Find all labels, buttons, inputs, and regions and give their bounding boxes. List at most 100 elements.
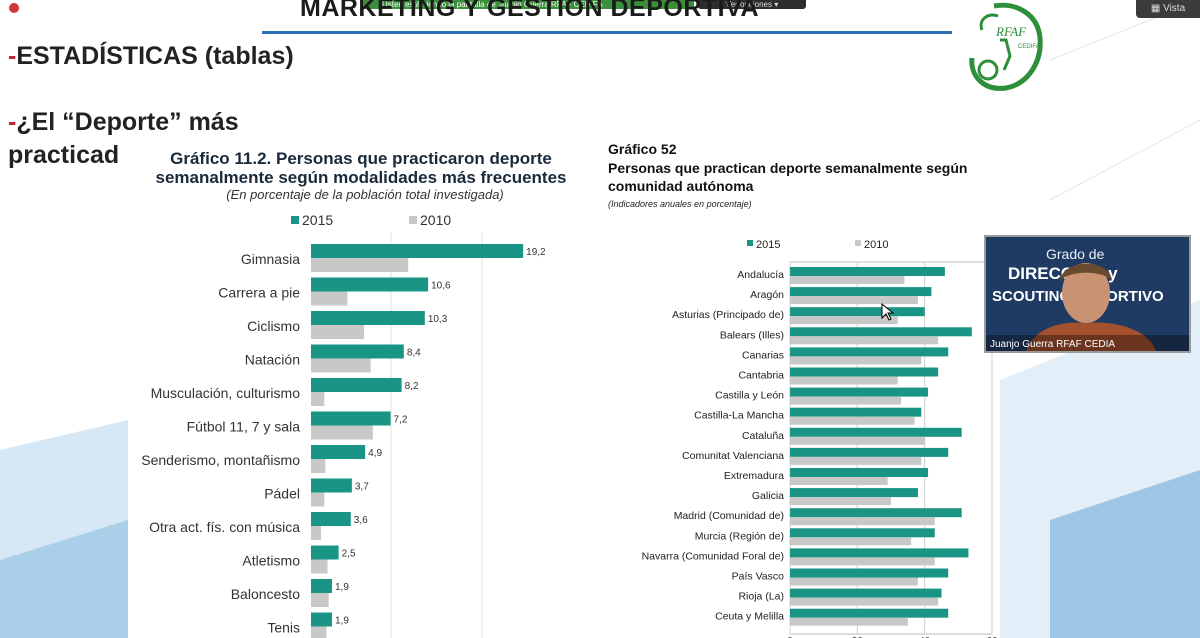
recording-indicator: [9, 3, 19, 13]
right-category-label: Galicia: [752, 490, 784, 502]
left-category-label: Pádel: [264, 486, 300, 502]
bullet-question-text: ¿El “Deporte” más: [16, 108, 239, 136]
left-bar-2015: [311, 512, 351, 526]
right-category-label: Madrid (Comunidad de): [674, 510, 784, 522]
screen-share-text: Usted está viendo la pantalla de Juanjo …: [382, 0, 603, 9]
left-bar-2015: [311, 579, 332, 593]
left-value-label: 19,2: [526, 247, 546, 258]
left-chart-title-line2: semanalmente según modalidades más frecu…: [156, 168, 567, 187]
left-category-label: Fútbol 11, 7 y sala: [187, 419, 301, 435]
right-category-label: Ceuta y Melilla: [715, 611, 784, 623]
right-bar-2015: [790, 427, 962, 437]
left-value-label: 3,7: [355, 482, 369, 493]
right-chart-title-line3: comunidad autónoma: [608, 178, 754, 194]
right-category-label: Castilla y León: [715, 390, 784, 402]
left-bar-2010: [311, 358, 371, 373]
right-bar-2015: [790, 568, 949, 578]
bullet-question-line2: practicad: [8, 141, 120, 169]
right-bar-2010: [790, 557, 935, 566]
right-bar-2015: [790, 267, 945, 276]
video-bg-text-line1: Grado de: [1046, 246, 1105, 262]
left-bar-2010: [311, 492, 325, 507]
left-category-label: Baloncesto: [231, 586, 300, 602]
right-bar-2010: [790, 597, 939, 606]
left-legend-swatch-2015: [291, 216, 299, 224]
right-bar-2015: [790, 588, 942, 598]
left-legend-label-2015: 2015: [302, 212, 333, 228]
left-bar-2010: [311, 559, 328, 574]
right-bar-2010: [790, 456, 922, 465]
view-mode-button[interactable]: ▦ Vista: [1136, 0, 1200, 18]
right-category-label: Castilla-La Mancha: [694, 410, 784, 422]
left-bar-2010: [311, 325, 365, 339]
right-bar-2015: [790, 548, 969, 558]
bullet-statistics-text: ESTADÍSTICAS (tablas): [16, 42, 294, 70]
right-category-label: Comunitat Valenciana: [682, 450, 784, 462]
left-bar-2010: [311, 425, 373, 440]
left-bar-2010: [311, 258, 409, 272]
participant-face: [1062, 263, 1110, 323]
right-tick-label: 0: [787, 636, 793, 638]
right-category-label: Navarra (Comunidad Foral de): [642, 550, 784, 562]
right-bar-2015: [790, 327, 972, 337]
right-bar-2015: [790, 347, 949, 357]
left-bar-2010: [311, 593, 329, 607]
right-bar-2015: [790, 287, 932, 297]
right-bar-2015: [790, 528, 935, 538]
left-chart-subtitle: (En porcentaje de la población total inv…: [226, 187, 504, 202]
left-bar-2010: [311, 459, 326, 473]
left-value-label: 10,3: [428, 314, 448, 325]
right-bar-2010: [790, 296, 918, 305]
right-category-label: Cantabria: [738, 370, 784, 382]
chart-sports-by-modality: Gráfico 11.2. Personas que practicaron d…: [128, 140, 600, 638]
right-tick-label: 20: [852, 636, 864, 638]
participant-shirt: [1026, 322, 1156, 351]
right-legend-label-2010: 2010: [864, 239, 888, 251]
right-category-label: Extremadura: [724, 470, 784, 482]
right-category-label: País Vasco: [732, 571, 784, 583]
right-bar-2015: [790, 387, 929, 397]
left-value-label: 7,2: [394, 415, 408, 426]
left-value-label: 2,5: [342, 549, 356, 560]
left-category-label: Tenis: [267, 620, 300, 636]
right-category-label: Andalucía: [737, 269, 784, 281]
right-bar-2010: [790, 577, 918, 586]
right-bar-2015: [790, 307, 925, 317]
left-legend-swatch-2010: [409, 216, 417, 224]
right-bar-2010: [790, 477, 888, 485]
right-legend-swatch-2015: [747, 240, 753, 246]
participant-video-feed: Grado de DIRECCIÓN y SCOUTING DEPORTIVO …: [986, 237, 1189, 351]
left-chart-title-line1: Gráfico 11.2. Personas que practicaron d…: [170, 149, 552, 168]
bullet-statistics: -ESTADÍSTICAS (tablas): [8, 42, 294, 70]
left-bar-2015: [311, 344, 404, 359]
view-mode-label: Vista: [1163, 3, 1186, 14]
left-value-label: 3,6: [354, 515, 368, 526]
chart-sports-by-region: Gráfico 52 Personas que practican deport…: [600, 136, 1000, 638]
mouse-cursor-icon: [881, 302, 895, 321]
left-category-label: Otra act. fís. con música: [149, 519, 300, 535]
participant-video-tile[interactable]: Grado de DIRECCIÓN y SCOUTING DEPORTIVO …: [984, 235, 1191, 353]
view-options-button[interactable]: Ver opciones ▾: [698, 0, 806, 9]
right-category-label: Rioja (La): [738, 591, 784, 603]
right-category-label: Balears (Illes): [720, 329, 784, 341]
right-bar-2010: [790, 376, 898, 385]
left-legend-label-2010: 2010: [420, 212, 451, 228]
left-bar-2015: [311, 612, 332, 627]
left-value-label: 8,4: [407, 348, 421, 359]
left-bar-2010: [311, 626, 327, 638]
left-value-label: 8,2: [405, 381, 419, 392]
right-tick-label: 60: [986, 636, 998, 638]
left-value-label: 4,9: [368, 448, 382, 459]
left-bar-2015: [311, 378, 402, 392]
left-bar-2010: [311, 526, 321, 540]
right-bar-2010: [790, 537, 912, 546]
right-bar-2010: [790, 276, 905, 284]
right-legend-swatch-2010: [855, 240, 861, 246]
rfaf-cedifa-logo: RFAF CEDIFA: [969, 2, 1043, 91]
right-bar-2010: [790, 436, 925, 445]
right-bar-2010: [790, 336, 939, 345]
left-bar-2015: [311, 478, 352, 493]
bullet-question-line1: -¿El “Deporte” más: [8, 108, 239, 136]
right-category-label: Asturias (Principado de): [672, 309, 784, 321]
left-bar-2010: [311, 291, 348, 306]
